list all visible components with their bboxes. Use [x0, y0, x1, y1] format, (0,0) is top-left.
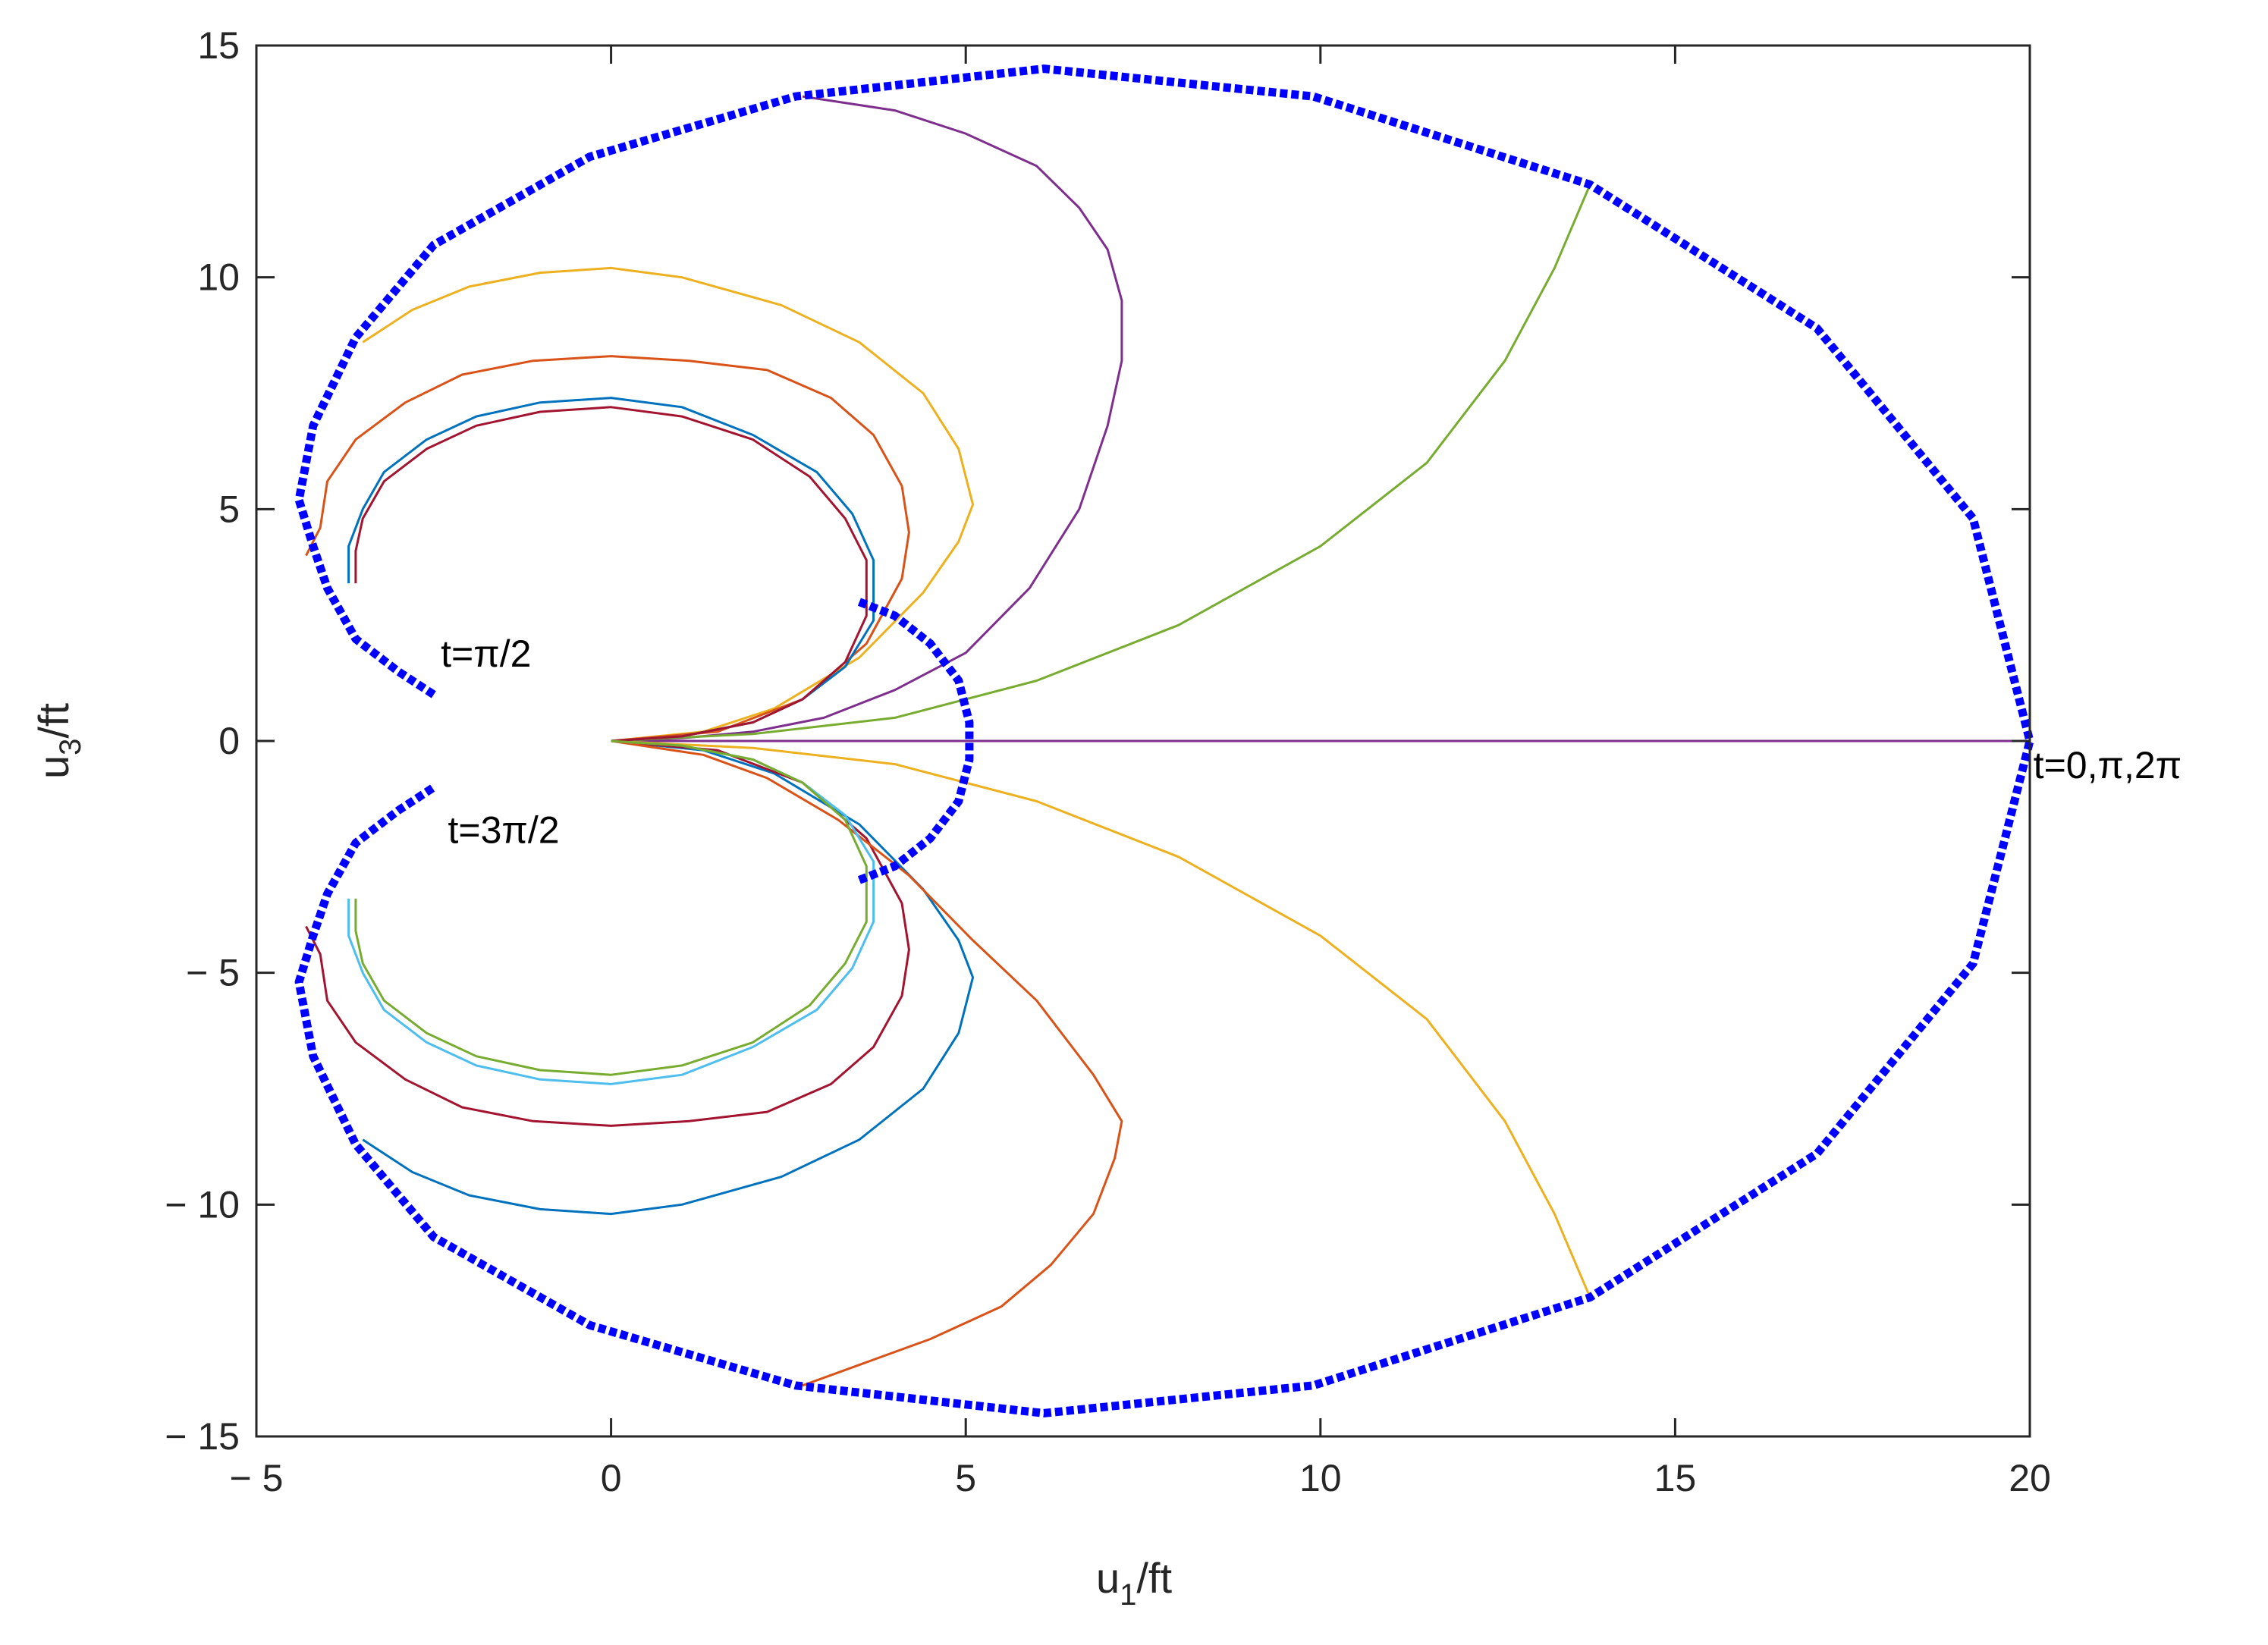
x-axis-label-subscript: 1	[1120, 1578, 1136, 1612]
annotation-label: t=π/2	[441, 633, 531, 675]
y-tick-label: 0	[218, 720, 240, 762]
x-tick-label: 5	[955, 1457, 976, 1499]
x-axis-label-unit: /ft	[1136, 1554, 1172, 1602]
series-line-7	[305, 739, 910, 1127]
series-line-12	[354, 739, 868, 1076]
series-line-0	[611, 95, 1123, 742]
y-axis-label-group: u3/ft	[30, 703, 87, 780]
y-tick-label: 15	[197, 24, 240, 67]
y-tick-label: 10	[197, 256, 240, 299]
y-axis-label-main: u	[30, 755, 77, 779]
x-tick-label: 10	[1299, 1457, 1342, 1499]
x-axis-label: u1/ft	[1096, 1554, 1173, 1612]
y-axis-label-subscript: 3	[54, 739, 87, 755]
series-line-3	[611, 739, 1591, 1298]
x-axis-label-main: u	[1096, 1554, 1120, 1602]
annotation-label: t=0,π,2π	[2034, 744, 2182, 786]
series-line-6	[305, 355, 910, 742]
y-tick-label: 5	[218, 488, 240, 530]
series-line-11	[354, 406, 868, 742]
annotations-layer: t=π/2 t=3π/2 t=0,π,2π	[441, 633, 2182, 851]
x-tick-label: 15	[1654, 1457, 1697, 1499]
y-tick-label: − 10	[165, 1183, 240, 1226]
series-line-8	[611, 739, 1123, 1387]
series-layer	[294, 64, 2034, 1417]
y-axis-label-unit: /ft	[30, 703, 77, 739]
x-tick-label: 20	[2009, 1457, 2051, 1499]
y-tick-label: − 15	[165, 1415, 240, 1458]
y-tick-label: − 5	[186, 952, 240, 994]
annotation-label: t=3π/2	[448, 808, 560, 851]
y-axis-label: u3/ft	[30, 703, 87, 780]
ticks-layer: − 5 0 5 10 15 20 − 15 − 10 − 5 0 5 10 15	[165, 24, 2051, 1499]
series-line-14	[857, 598, 974, 884]
x-tick-label: − 5	[230, 1457, 284, 1499]
x-tick-label: 0	[601, 1457, 622, 1499]
series-line-2	[611, 184, 1591, 742]
